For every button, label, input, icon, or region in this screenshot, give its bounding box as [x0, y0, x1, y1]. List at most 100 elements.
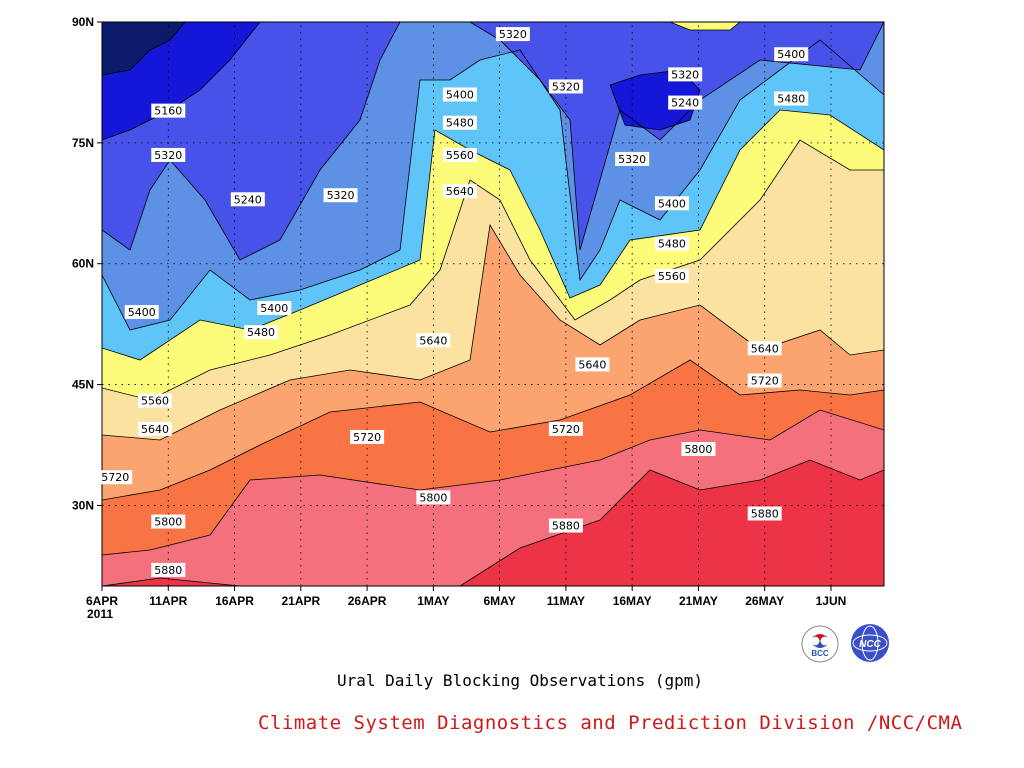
contour-label-text: 5880 — [552, 520, 580, 533]
contour-label-text: 5640 — [578, 358, 606, 371]
contour-label-text: 5320 — [327, 189, 355, 202]
x-tick-label: 1MAY — [417, 594, 449, 608]
contour-label-text: 5640 — [141, 423, 169, 436]
contour-label: 5320 — [548, 79, 583, 94]
y-tick-label: 75N — [72, 136, 94, 150]
contour-label-text: 5320 — [154, 149, 182, 162]
contour-label-text: 5800 — [154, 516, 182, 529]
contour-label: 5880 — [151, 562, 186, 577]
contour-label-bg — [323, 188, 358, 203]
contour-label-bg — [548, 421, 583, 436]
contour-label-bg — [654, 196, 689, 211]
contour-label-bg — [257, 301, 292, 316]
contour-label-bg — [774, 47, 809, 62]
bcc-logo: BCC — [801, 625, 839, 663]
contour-label-text: 5720 — [552, 423, 580, 436]
contour-label: 5640 — [416, 333, 451, 348]
chart-title: Ural Daily Blocking Observations (gpm) — [336, 671, 704, 690]
contour-label-text: 5320 — [552, 80, 580, 93]
contour-line — [102, 22, 186, 76]
contour-label: 5640 — [747, 341, 782, 356]
x-tick-label: 1JUN — [816, 594, 847, 608]
x-tick-label: 11MAY — [547, 594, 585, 608]
contour-label-text: 5160 — [154, 105, 182, 118]
fill-region-below-5160 — [102, 22, 185, 75]
fill-region-5560-top — [670, 22, 740, 30]
contour-label-bg — [747, 373, 782, 388]
contour-label-bg — [774, 91, 809, 106]
contour-label-bg — [151, 103, 186, 118]
contour-label-text: 5560 — [446, 149, 474, 162]
contour-label: 5320 — [615, 151, 650, 166]
contour-label-text: 5720 — [353, 431, 381, 444]
contour-label-text: 5320 — [671, 68, 699, 81]
contour-label: 5480 — [774, 91, 809, 106]
contour-label-text: 5800 — [419, 491, 447, 504]
contour-label: 5240 — [668, 95, 703, 110]
contour-label-bg — [151, 562, 186, 577]
contour-fills — [102, 22, 884, 586]
x-axis: 6APR 11APR 16APR 21APR 26APR 1MAY 6MAY 11MAY 16M… — [86, 586, 846, 621]
contour-label: 5400 — [124, 305, 159, 320]
contour-label-bg — [548, 79, 583, 94]
contour-label: 5800 — [681, 442, 716, 457]
contour-label: 5880 — [747, 506, 782, 521]
x-tick-label: 16APR — [215, 594, 254, 608]
contour-label-text: 5400 — [128, 306, 156, 319]
logos: BCC NCC — [800, 624, 895, 664]
contour-label-bg — [124, 305, 159, 320]
contour-label-text: 5560 — [141, 395, 169, 408]
plot-frame — [101, 21, 885, 587]
contour-label: 5160 — [151, 103, 186, 118]
contour-label: 5640 — [442, 184, 477, 199]
contour-label-text: 5400 — [777, 48, 805, 61]
contour-labels: 5160 5320 5240 5320 5320 5400 5320 5480 5560 5640… — [98, 27, 809, 577]
contour-label: 5560 — [654, 268, 689, 283]
x-tick-label: 26MAY — [745, 594, 784, 608]
contour-label-text: 5560 — [658, 270, 686, 283]
contour-label-bg — [350, 429, 385, 444]
contour-label: 5720 — [548, 421, 583, 436]
contour-label-text: 5240 — [234, 193, 262, 206]
contour-label-text: 5720 — [101, 471, 129, 484]
contour-label-bg — [495, 27, 530, 42]
contour-label-bg — [138, 421, 173, 436]
contour-label-bg — [668, 67, 703, 82]
contour-label: 5560 — [138, 393, 173, 408]
contour-line — [102, 22, 884, 331]
contour-line — [102, 22, 884, 401]
contour-label-text: 5640 — [446, 185, 474, 198]
contour-label-bg — [747, 506, 782, 521]
contour-label-bg — [151, 147, 186, 162]
contour-label-bg — [668, 95, 703, 110]
contour-label-text: 5480 — [247, 326, 275, 339]
x-tick-label: 6APR — [86, 594, 118, 608]
contour-label: 5640 — [575, 357, 610, 372]
contour-line — [102, 22, 261, 141]
contour-label: 5400 — [257, 301, 292, 316]
contour-line — [102, 22, 884, 361]
x-tick-label: 11APR — [149, 594, 187, 608]
contour-label: 5720 — [98, 470, 133, 485]
contour-label: 5400 — [654, 196, 689, 211]
contour-line — [102, 22, 884, 501]
x-tick-label: 26APR — [348, 594, 387, 608]
y-tick-label: 45N — [72, 378, 94, 392]
contour-label-bg — [681, 442, 716, 457]
y-axis: 30N 45N 60N 75N 90N — [72, 15, 102, 512]
contour-label-text: 5400 — [658, 197, 686, 210]
y-tick-label: 60N — [72, 257, 94, 271]
contour-label-text: 5640 — [419, 334, 447, 347]
contour-label-text: 5800 — [684, 443, 712, 456]
contour-line — [669, 22, 741, 31]
contour-label: 5320 — [668, 67, 703, 82]
contour-label-text: 5640 — [751, 342, 779, 355]
contour-label-bg — [747, 341, 782, 356]
contour-label: 5320 — [323, 188, 358, 203]
contour-label-bg — [548, 518, 583, 533]
contour-label-bg — [442, 87, 477, 102]
contour-label-text: 5480 — [446, 117, 474, 130]
bcc-logo-text: BCC — [811, 649, 829, 658]
contour-label: 5880 — [548, 518, 583, 533]
